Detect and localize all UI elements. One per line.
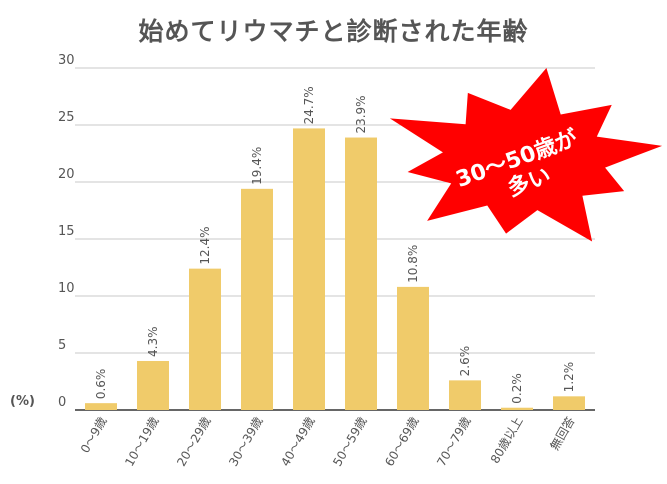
y-axis-ticks: 0 5 10 15 20 25 30 bbox=[58, 53, 75, 410]
data-label-5: 23.9% bbox=[354, 95, 368, 133]
chart-title: 始めてリウマチと診断された年齢 bbox=[138, 17, 529, 46]
data-label-9: 1.2% bbox=[562, 362, 576, 393]
bar-5 bbox=[345, 137, 377, 411]
y-tick-label: 15 bbox=[58, 224, 75, 239]
category-labels: 0〜9歳 10〜19歳 20〜29歳 30〜39歳 40〜49歳 50〜59歳 60〜69歳… bbox=[78, 414, 578, 469]
data-label-2: 12.4% bbox=[198, 227, 212, 265]
data-label-8: 0.2% bbox=[510, 373, 524, 404]
bar-1 bbox=[137, 360, 169, 410]
y-tick-label: 10 bbox=[58, 281, 75, 296]
y-tick-label: 25 bbox=[58, 110, 75, 125]
bar-2 bbox=[189, 268, 221, 410]
bars bbox=[85, 128, 585, 411]
data-label-0: 0.6% bbox=[94, 369, 108, 400]
bar-7 bbox=[449, 380, 481, 410]
data-label-1: 4.3% bbox=[146, 326, 160, 357]
data-label-6: 10.8% bbox=[406, 245, 420, 283]
bar-3 bbox=[241, 188, 273, 410]
category-label-9: 無回答 bbox=[547, 414, 578, 453]
data-label-7: 2.6% bbox=[458, 346, 472, 377]
category-label-4: 40〜49歳 bbox=[278, 415, 317, 469]
bar-9 bbox=[553, 396, 585, 410]
bar-6 bbox=[397, 286, 429, 410]
bar-8 bbox=[501, 407, 533, 410]
category-label-0: 0〜9歳 bbox=[78, 415, 110, 456]
y-axis-label: (%) bbox=[10, 394, 35, 409]
category-label-1: 10〜19歳 bbox=[122, 415, 161, 469]
starburst-shape bbox=[389, 68, 663, 242]
data-label-3: 19.4% bbox=[250, 147, 264, 185]
bar-4 bbox=[293, 128, 325, 411]
category-label-5: 50〜59歳 bbox=[330, 415, 369, 469]
annotation-burst: 30〜50歳が 多い bbox=[389, 68, 663, 242]
category-label-8: 80歳以上 bbox=[488, 415, 526, 466]
category-label-7: 70〜79歳 bbox=[434, 415, 473, 469]
category-label-6: 60〜69歳 bbox=[382, 415, 421, 469]
category-label-3: 30〜39歳 bbox=[226, 415, 265, 469]
y-tick-label: 0 bbox=[58, 395, 66, 410]
bar-0 bbox=[85, 403, 117, 410]
y-tick-label: 30 bbox=[58, 53, 75, 68]
category-label-2: 20〜29歳 bbox=[174, 415, 213, 469]
y-tick-label: 20 bbox=[58, 167, 75, 182]
data-labels: 0.6% 4.3% 12.4% 19.4% 24.7% 23.9% 10.8% 2.6% 0.2… bbox=[94, 86, 576, 403]
y-tick-label: 5 bbox=[58, 338, 66, 353]
data-label-4: 24.7% bbox=[302, 86, 316, 124]
